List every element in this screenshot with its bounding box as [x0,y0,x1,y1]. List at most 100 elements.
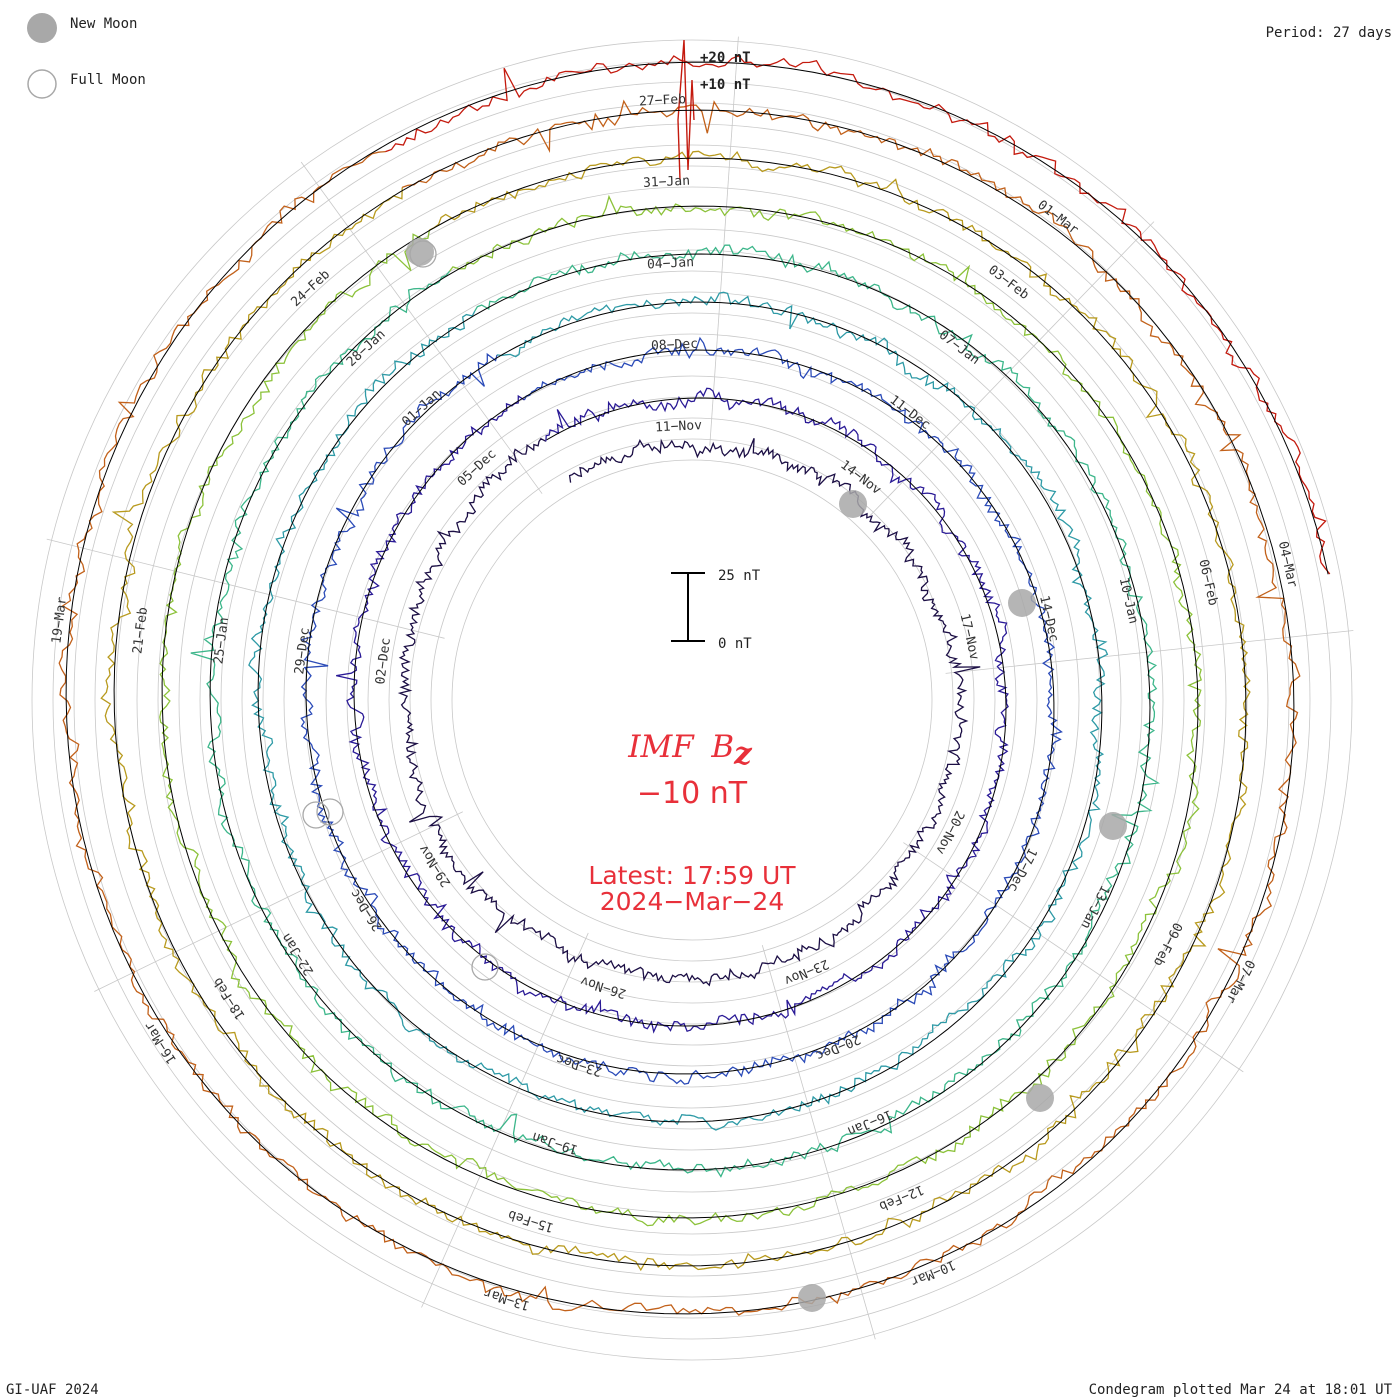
grid-circle [388,396,996,1004]
imf-trace-ring-8 [58,99,1301,1316]
date-label: 26−Nov [579,973,628,1001]
date-label: 21−Feb [130,606,151,655]
scale-top-label: 25 nT [718,568,761,584]
full-moon-icon [27,69,57,99]
date-label: 16−Mar [142,1019,180,1067]
grid-circle [430,438,954,962]
date-label: 28−Jan [344,327,389,370]
date-label: 08−Dec [651,337,699,354]
full-moon-label: Full Moon [70,72,146,88]
grid-circle [451,459,933,941]
grid-circle [262,270,1122,1130]
grid-radial [94,811,463,992]
date-label: 19−Jan [531,1129,580,1157]
period-label: Period: 27 days [1266,25,1392,41]
date-label: 31−Jan [643,174,691,191]
date-label: 04−Jan [647,255,695,272]
date-label: 16−Jan [845,1106,894,1138]
date-label: 18−Feb [210,974,248,1022]
scale-bottom-label: 0 nT [718,636,752,652]
grid-radial [46,538,445,639]
grid-radial [421,932,589,1308]
imf-trace-ring-2 [336,387,1009,1034]
grid-radial [761,945,876,1340]
grid-circle [157,165,1227,1235]
new-moon-marker [798,1284,826,1312]
date-label: 29−Nov [416,842,454,890]
new-moon-marker [1008,589,1036,617]
grid-circle [94,102,1290,1298]
grid-circle [367,375,1017,1025]
grid-circle [52,60,1332,1340]
grid-circle [325,333,1059,1067]
grid-circle [31,39,1353,1361]
date-label: 02−Dec [373,637,394,685]
imf-trace-ring-5 [190,244,1161,1178]
full-moon-marker [316,798,344,826]
full-moon-marker [302,801,330,829]
date-label: 24−Feb [288,267,333,310]
imf-trace-ring-1 [397,437,981,987]
imf-spike [677,39,695,181]
grid-circle [220,228,1164,1172]
new-moon-marker [1026,1084,1054,1112]
new-moon-marker [1099,812,1127,840]
date-label: 11−Nov [655,418,703,435]
date-label: 09−Feb [1150,920,1185,969]
date-label: 13−Jan [1077,882,1112,931]
date-label: 06−Feb [1195,558,1220,607]
scale-bar: 25 nT 0 nT [671,568,761,652]
full-moon-marker [409,240,437,268]
grid-radial [300,161,543,494]
date-label: 23−Nov [782,956,831,988]
grid-circle [199,207,1185,1193]
credit-label: GI-UAF 2024 [6,1382,99,1398]
grid-circle [115,123,1269,1277]
imf-trace-ring-3 [300,336,1063,1085]
plus10-label: +10 nT [700,77,751,93]
grid-circle [304,312,1080,1088]
date-label: 14−Dec [1036,594,1061,643]
latest-date: 2024−Mar−24 [600,887,785,916]
latest-time: Latest: 17:59 UT [588,861,796,890]
grid-circle [346,354,1038,1046]
imf-trace-ring-6 [159,194,1202,1227]
new-moon-icon [27,13,57,43]
imf-trace-ring-7 [100,150,1251,1272]
date-label: 15−Feb [506,1206,555,1234]
grid-layer [31,36,1354,1361]
date-label: 19−Mar [49,596,70,645]
grid-circle [178,186,1206,1214]
date-label: 29−Dec [292,627,313,675]
zero-reference-spiral [65,61,1329,1315]
reference-circles [65,61,1329,1315]
traces-layer [58,39,1331,1316]
new-moon-label: New Moon [70,16,137,32]
center-value: −10 nT [637,776,748,811]
date-label: 12−Feb [877,1181,926,1213]
plus20-label: +20 nT [700,50,751,66]
date-label: 17−Nov [957,612,982,661]
grid-radial [709,36,739,446]
date-labels: 11−Nov14−Nov17−Nov20−Nov23−Nov26−Nov29−N… [49,92,1300,1313]
imf-trace-ring-9 [385,55,1331,575]
date-label: 27−Feb [639,92,687,109]
grid-radial [945,630,1354,674]
full-moon-marker [471,953,499,981]
date-label: 25−Jan [211,617,232,665]
grid-circle [241,249,1143,1151]
date-label: 05−Dec [455,447,500,490]
center-title: IMF Bz [627,729,753,772]
date-label: 17−Dec [1005,845,1040,894]
date-label: 14−Nov [837,458,884,498]
plotted-label: Condegram plotted Mar 24 at 18:01 UT [1089,1382,1393,1398]
new-moon-marker [839,490,867,518]
date-label: 07−Jan [936,328,982,368]
date-label: 23−Dec [555,1051,604,1079]
grid-circle [136,144,1248,1256]
date-label: 11−Dec [887,393,933,433]
grid-circle [409,417,975,983]
date-label: 13−Mar [482,1284,531,1312]
moon-markers [302,238,1127,1312]
